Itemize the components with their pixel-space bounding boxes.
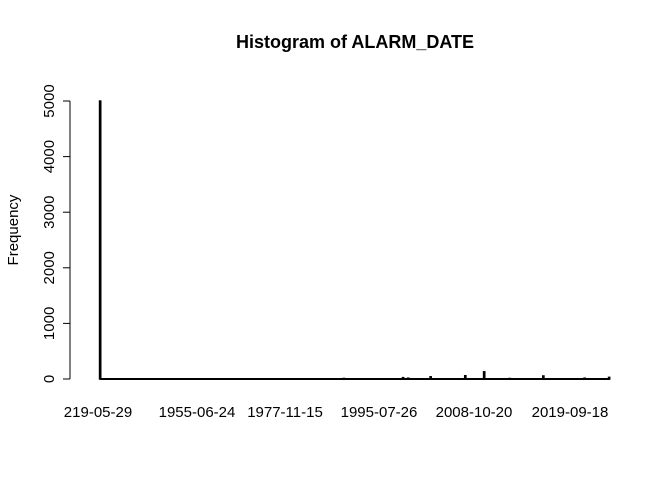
bar-6 xyxy=(482,371,486,380)
y-axis-label: Frequency xyxy=(5,194,22,265)
y-tick-label-5: 5000 xyxy=(41,84,58,117)
y-tick-label-1: 1000 xyxy=(41,307,58,340)
bars xyxy=(98,100,611,380)
bar-4 xyxy=(429,376,432,380)
bar-2 xyxy=(401,376,405,380)
x-tick-label-4: 2008-10-20 xyxy=(436,404,513,421)
x-tick-label-0: 219-05-29 xyxy=(64,404,132,421)
bar-9 xyxy=(583,377,586,380)
bar-10 xyxy=(607,376,611,380)
y-tick-label-3: 3000 xyxy=(41,196,58,229)
axes: 0 1000 2000 3000 4000 5000 219-05-29 1955-06-24… xyxy=(41,84,610,421)
x-tick-label-5: 2019-09-18 xyxy=(532,404,609,421)
bar-8 xyxy=(541,375,545,380)
x-tick-label-1: 1955-06-24 xyxy=(159,404,236,421)
y-tick-label-4: 4000 xyxy=(41,140,58,173)
bar-0 xyxy=(98,100,102,380)
chart-title: Histogram of ALARM_DATE xyxy=(236,32,474,52)
x-tick-label-3: 1995-07-26 xyxy=(341,404,418,421)
y-tick-label-2: 2000 xyxy=(41,251,58,284)
bar-3 xyxy=(406,377,410,380)
bar-5 xyxy=(463,374,467,380)
y-tick-label-0: 0 xyxy=(41,375,58,383)
bar-1 xyxy=(342,377,346,380)
bar-7 xyxy=(508,377,512,380)
x-tick-label-2: 1977-11-15 xyxy=(247,404,323,421)
